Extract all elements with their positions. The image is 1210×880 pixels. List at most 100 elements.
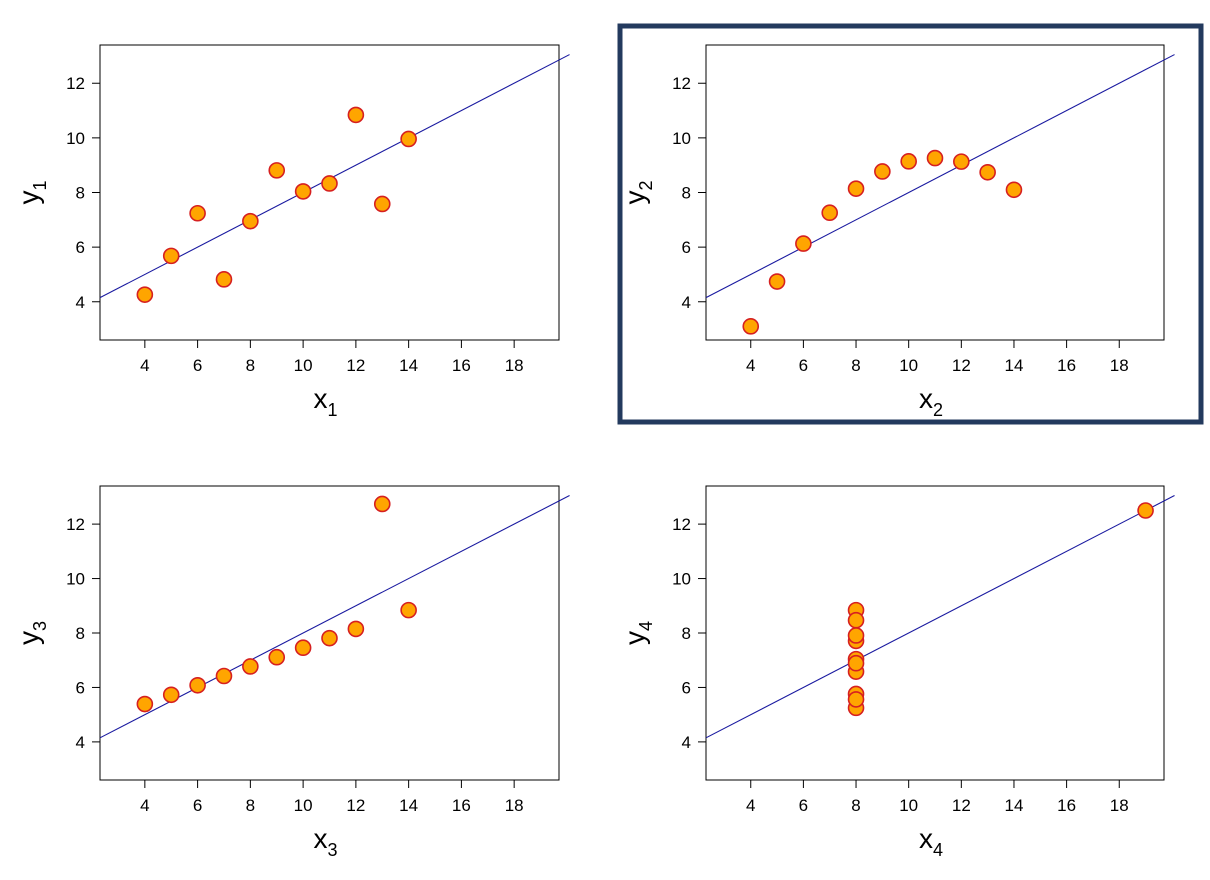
data-point [215, 271, 233, 288]
y-tick-label: 8 [76, 184, 85, 203]
data-point [900, 153, 917, 170]
y-tick-label: 12 [672, 74, 691, 93]
y-tick-label: 6 [682, 238, 691, 257]
x-axis-label: x3 [313, 823, 337, 860]
data-point [268, 162, 286, 179]
y-tick-label: 10 [672, 129, 691, 148]
y-tick-label: 10 [66, 129, 85, 148]
y-tick-label: 10 [672, 570, 691, 589]
x-tick-label: 16 [1057, 796, 1076, 815]
y-tick-label: 8 [76, 624, 85, 643]
x-tick-label: 18 [505, 796, 524, 815]
data-point [847, 627, 865, 644]
y-tick-label: 8 [682, 184, 691, 203]
x-tick-label: 8 [851, 356, 860, 375]
scatter-panel-4: 4 6 8 10 12 14 16 18 4 6 8 10 12 x4 y4 [619, 485, 1175, 860]
plot-frame [705, 44, 1165, 341]
x-tick-label: 8 [851, 796, 860, 815]
x-tick-label: 6 [193, 796, 202, 815]
x-tick-label: 12 [952, 356, 971, 375]
data-point [847, 691, 865, 708]
data-point [242, 658, 259, 675]
y-tick-label: 8 [682, 624, 691, 643]
y-tick-label: 4 [76, 733, 85, 752]
data-point [373, 195, 391, 213]
x-tick-label: 4 [746, 356, 755, 375]
data-point [742, 318, 760, 335]
x-tick-label: 16 [452, 796, 471, 815]
y-tick-label: 10 [66, 570, 85, 589]
highlight-border [617, 23, 1204, 425]
x-tick-label: 4 [140, 796, 149, 815]
data-point [294, 183, 312, 200]
data-point [294, 639, 312, 657]
data-point [795, 235, 812, 252]
scatter-panel-3: 4 6 8 10 12 14 16 18 4 6 8 10 12 x3 y3 [13, 485, 570, 860]
data-point [874, 163, 891, 180]
y-tick-label: 6 [682, 678, 691, 697]
y-tick-label: 12 [672, 515, 691, 534]
x-tick-label: 14 [1005, 796, 1024, 815]
data-point [162, 247, 180, 265]
x-axis-label: x2 [919, 383, 943, 420]
data-point [926, 149, 944, 167]
data-point [215, 667, 233, 685]
data-point [400, 601, 417, 619]
y-axis-label: y3 [13, 621, 50, 645]
data-point [242, 212, 259, 230]
x-tick-label: 12 [346, 796, 365, 815]
data-point [1137, 502, 1154, 519]
x-tick-label: 12 [952, 796, 971, 815]
scatter-panel-1: 4 6 8 10 12 14 16 18 4 6 8 10 12 x1 y1 [13, 44, 570, 420]
x-tick-label: 10 [294, 356, 313, 375]
x-axis-label: x4 [919, 823, 943, 860]
y-tick-label: 4 [76, 293, 85, 312]
x-tick-label: 8 [246, 796, 255, 815]
x-tick-label: 6 [799, 796, 808, 815]
x-tick-label: 18 [505, 356, 524, 375]
data-point [821, 204, 839, 222]
data-point [321, 629, 338, 647]
data-point [189, 676, 206, 694]
y-tick-label: 12 [66, 515, 85, 534]
plot-frame [99, 44, 560, 341]
data-point [268, 648, 286, 666]
data-point [847, 611, 865, 629]
data-point [347, 106, 365, 124]
data-point [400, 130, 417, 148]
data-point [136, 286, 154, 303]
y-tick-label: 6 [76, 238, 85, 257]
x-tick-label: 14 [399, 796, 418, 815]
plot-frame [705, 485, 1165, 781]
x-tick-label: 14 [1005, 356, 1024, 375]
data-point [136, 695, 154, 713]
x-tick-label: 6 [799, 356, 808, 375]
x-tick-label: 10 [899, 356, 918, 375]
y-tick-label: 4 [682, 733, 691, 752]
y-axis-label: y1 [13, 180, 50, 204]
x-tick-label: 12 [346, 356, 365, 375]
data-point [847, 180, 865, 197]
data-point [1005, 181, 1023, 199]
x-axis-label: x1 [313, 383, 337, 420]
y-tick-label: 4 [682, 293, 691, 312]
data-point [321, 175, 338, 192]
data-point [768, 273, 786, 290]
x-tick-label: 14 [399, 356, 418, 375]
x-tick-label: 10 [899, 796, 918, 815]
x-tick-label: 18 [1110, 356, 1129, 375]
data-point [979, 163, 996, 181]
y-tick-label: 6 [76, 678, 85, 697]
x-tick-label: 16 [1057, 356, 1076, 375]
data-point [373, 495, 391, 513]
x-tick-label: 8 [246, 356, 255, 375]
x-tick-label: 4 [140, 356, 149, 375]
scatter-panel-2: 4 6 8 10 12 14 16 18 4 6 8 10 12 x2 y2 [619, 44, 1175, 420]
x-tick-label: 10 [294, 796, 313, 815]
x-tick-label: 6 [193, 356, 202, 375]
data-point [189, 204, 206, 222]
data-point [953, 153, 970, 170]
regression-line [705, 495, 1175, 739]
data-point [847, 654, 865, 672]
